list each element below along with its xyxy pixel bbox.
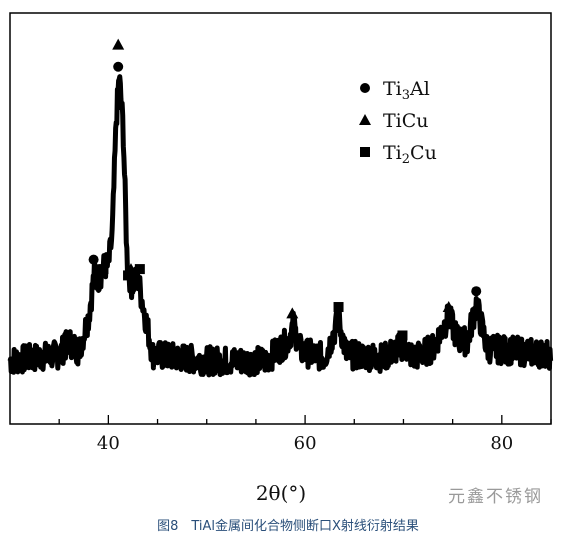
watermark: 元鑫不锈钢 [448,487,543,507]
legend-square-marker [360,147,370,157]
x-tick-label: 80 [490,433,513,454]
circle-marker [88,254,99,265]
circle-marker [113,61,124,72]
x-axis-label: 2θ(°) [256,481,306,505]
figure-caption: 图8 TiAl金属间化合物侧断口X射线衍射结果 [157,519,419,534]
x-tick-label: 40 [97,433,120,454]
legend-triangle-marker [359,114,371,125]
square-marker [123,270,134,281]
legend-label: TiCu [383,110,429,132]
legend: Ti3Al TiCu Ti2Cu [359,78,437,167]
triangle-marker [286,307,299,319]
legend-label: Ti3Al [383,78,430,103]
square-marker [98,264,109,275]
x-tick-label: 60 [294,433,317,454]
triangle-marker [442,301,455,313]
square-marker [333,302,344,313]
square-marker [134,264,145,275]
legend-circle-marker [360,83,370,93]
circle-marker [62,330,73,341]
plot-frame [9,12,552,425]
square-marker [397,330,408,341]
legend-label: Ti2Cu [383,142,437,167]
xrd-pattern [7,74,554,378]
phase-markers [62,38,482,341]
circle-marker [471,286,482,297]
triangle-marker [112,38,125,50]
x-axis: 40 60 80 [58,415,552,454]
pattern-line [9,76,552,376]
